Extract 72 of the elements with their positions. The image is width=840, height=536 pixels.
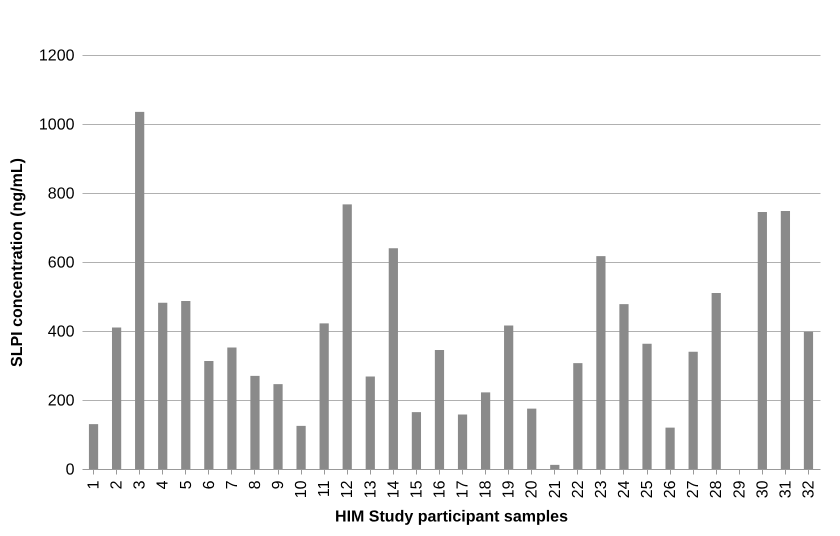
bar [573,363,582,469]
x-tick-label: 9 [270,480,288,490]
x-tick-label: 29 [731,480,748,498]
y-tick-label: 800 [48,186,75,202]
bar [712,293,721,469]
x-tick-label: 21 [546,480,564,498]
x-tick-label: 11 [316,480,334,498]
bar [112,328,122,469]
bar [320,323,329,469]
x-tick-label: 19 [500,480,518,498]
x-tick-label: 27 [685,480,702,498]
x-tick-label: 1 [86,480,103,490]
x-tick-label: 10 [293,480,310,498]
bar [642,344,652,469]
bar [804,332,814,469]
bar [388,248,398,469]
bar [135,112,144,469]
bar [296,426,306,469]
bar [758,212,767,469]
x-tick-label: 13 [362,480,380,498]
bar [458,414,468,469]
bar [88,424,98,469]
x-tick-label: 14 [385,480,402,498]
x-tick-label: 12 [339,480,356,498]
bar [527,408,536,469]
bar [434,350,444,469]
bar [273,384,283,469]
bar [780,210,790,469]
y-axis-title: SLPI concentration (ng/mL) [8,158,26,367]
x-tick-label: 15 [408,480,426,498]
bar [250,376,260,469]
x-tick-label: 25 [639,480,656,498]
y-tick-label: 600 [48,254,75,272]
x-tick-label: 20 [524,480,541,498]
bar [480,392,490,469]
x-tick-label: 22 [570,480,587,498]
x-tick-label: 8 [246,480,264,490]
y-tick-label: 0 [66,462,75,478]
x-tick-label: 26 [662,480,680,498]
x-tick-label: 4 [154,480,172,490]
y-tick-label: 400 [48,324,75,340]
bar [412,412,422,469]
x-tick-label: 17 [454,480,472,498]
x-tick-label: 3 [132,480,149,490]
x-tick-label: 30 [754,480,772,498]
x-tick-label: 16 [431,480,448,498]
x-tick-label: 7 [224,480,241,490]
x-tick-label: 23 [592,480,610,498]
x-tick-label: 6 [200,480,218,490]
bar [181,300,190,469]
y-tick-label: 1200 [38,48,75,64]
bar [550,464,560,469]
x-tick-label: 24 [616,480,633,498]
bar [342,204,352,469]
x-tick-label: 5 [178,480,195,490]
x-tick-label: 2 [108,480,126,490]
x-tick-label: 32 [800,480,818,498]
x-tick-label: 28 [708,480,726,498]
bar [366,376,375,469]
x-tick-label: 31 [777,480,794,498]
y-tick-label: 200 [48,392,75,410]
bar [619,304,629,469]
bar [227,348,237,469]
bar [504,325,514,469]
x-axis-title: HIM Study participant samples [335,508,568,526]
bar [665,428,675,469]
bar [204,361,214,469]
bar [688,352,698,469]
x-tick-label: 18 [478,480,495,498]
y-tick-label: 1000 [38,116,75,134]
bar [596,256,606,469]
bar [158,302,168,469]
